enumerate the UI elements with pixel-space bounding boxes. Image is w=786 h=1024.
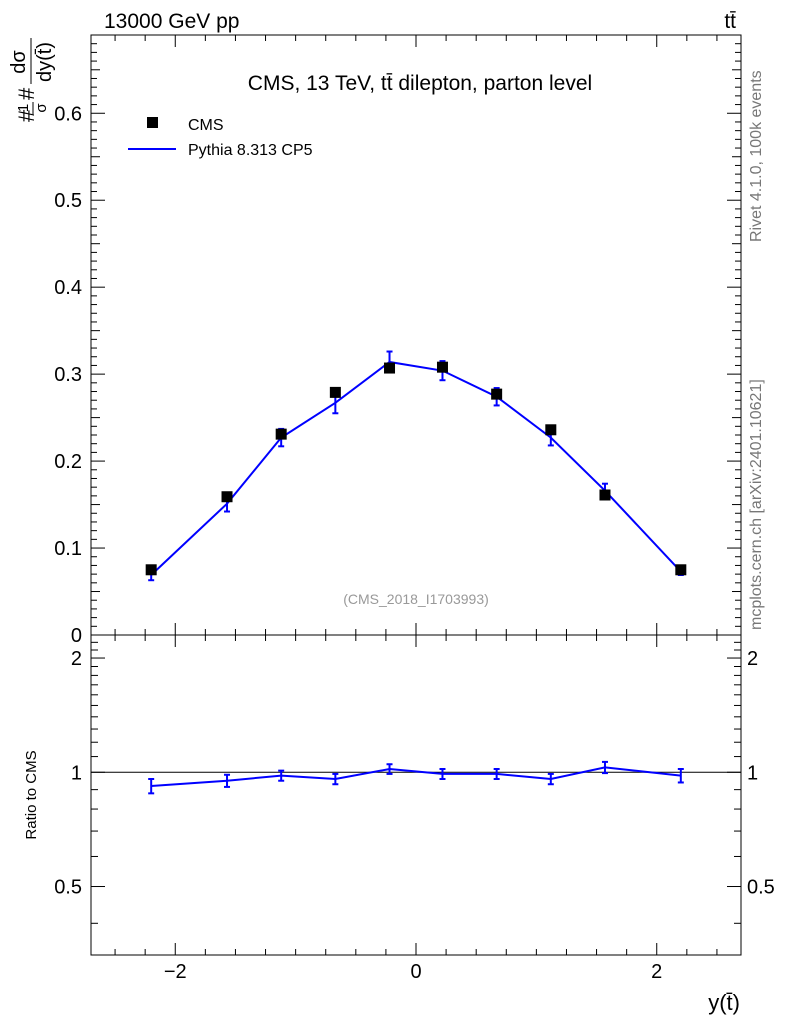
x-tick-label: −2	[164, 961, 187, 983]
y-tick-label: 0.1	[54, 538, 82, 560]
ratio-y-tick-label-left: 1	[71, 762, 82, 784]
ratio-plot-frame	[90, 634, 742, 956]
cms-data-point	[675, 564, 687, 576]
rivet-version-text: Rivet 4.1.0, 100k events	[748, 70, 765, 242]
analysis-watermark: (CMS_2018_I1703993)	[343, 591, 489, 607]
x-tick-label: 0	[410, 961, 421, 983]
ratio-y-tick-label-left: 0.5	[54, 877, 82, 899]
legend-label-cms: CMS	[188, 117, 224, 134]
pythia-error-bars	[148, 350, 684, 582]
header-right: tt̄	[724, 10, 736, 33]
cms-data-point	[599, 489, 611, 501]
cms-data-point	[384, 362, 396, 374]
svg-text:σ: σ	[33, 103, 50, 113]
cms-data-point	[221, 491, 233, 503]
ratio-error-bar	[677, 768, 684, 784]
cms-data-point	[545, 424, 557, 436]
y-tick-label: 0.4	[54, 277, 82, 299]
pythia-line	[150, 360, 682, 576]
ratio-y-tick-label-right: 2	[747, 648, 758, 670]
ratio-y-tick-label-right: 1	[747, 762, 758, 784]
legend: CMS Pythia 8.313 CP5	[128, 117, 313, 159]
ratio-y-tick-labels: 0.5 0.5 1 1 2 2	[54, 648, 775, 898]
cms-data-points	[145, 361, 687, 576]
x-tick-label: 2	[651, 961, 662, 983]
ratio-axis-ticks	[91, 635, 741, 955]
ratio-line	[151, 766, 681, 788]
cms-data-point	[329, 386, 341, 398]
legend-label-pythia: Pythia 8.313 CP5	[188, 142, 313, 159]
main-y-tick-labels: 0 0.1 0.2 0.3 0.4 0.5 0.6	[54, 103, 82, 647]
mcplots-reference-text: mcplots.cern.ch [arXiv:2401.10621]	[748, 379, 765, 630]
y-tick-label: 0	[71, 625, 82, 647]
legend-marker-cms	[147, 117, 158, 128]
cms-data-point	[491, 388, 503, 400]
x-axis-label: y(t̄)	[708, 990, 740, 1015]
y-tick-label: 0.3	[54, 364, 82, 386]
cms-data-point	[436, 361, 448, 373]
svg-text:dσ: dσ	[8, 50, 30, 74]
header-left: 13000 GeV pp	[104, 10, 239, 33]
cms-data-point	[145, 564, 157, 576]
ratio-error-bar	[148, 778, 155, 795]
chart-title: CMS, 13 TeV, tt̄ dilepton, parton level	[248, 72, 592, 95]
svg-text:#: #	[14, 87, 39, 100]
y-tick-label: 0.2	[54, 451, 82, 473]
main-axis-ticks	[91, 35, 741, 636]
y-tick-label: 0.5	[54, 190, 82, 212]
y-tick-label: 0.6	[54, 103, 82, 125]
ratio-error-bars	[148, 760, 684, 795]
ratio-y-tick-label-left: 2	[71, 648, 82, 670]
ratio-y-axis-label: Ratio to CMS	[23, 750, 40, 839]
cms-data-point	[275, 428, 287, 440]
ratio-y-tick-label-right: 0.5	[747, 877, 775, 899]
svg-text:1: 1	[15, 104, 32, 112]
x-tick-labels: −2 0 2	[164, 961, 662, 983]
y-axis-label: # 1 σ # dσ dy(t̄)	[8, 38, 56, 122]
svg-text:dy(t̄): dy(t̄)	[34, 42, 56, 82]
